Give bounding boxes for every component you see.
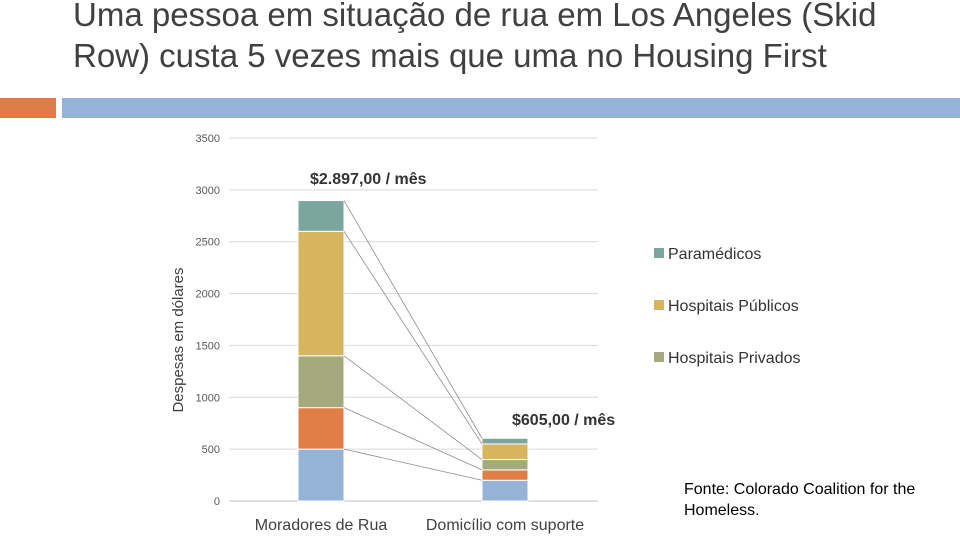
series-connector-line: [343, 407, 483, 471]
legend-swatch-hospitais-privados: [654, 352, 664, 362]
total-annotation-domicilio: $605,00 / mês: [512, 412, 616, 430]
y-tick-label: 1000: [196, 392, 220, 404]
bar-segment: [297, 230, 345, 357]
bar-segment: [481, 443, 529, 461]
bar-segment: [297, 407, 345, 450]
x-category-label: Moradores de Rua: [255, 517, 388, 534]
legend-label-hospitais-publicos: Hospitais Públicos: [668, 298, 799, 315]
total-annotation-moradores: $2.897,00 / mês: [310, 170, 427, 188]
source-citation: Fonte: Colorado Coalition for the Homele…: [684, 481, 916, 519]
bar-segment: [297, 200, 345, 232]
bar-segment: [481, 459, 529, 471]
legend-item-hospitais-privados: Hospitais Privados: [654, 350, 801, 368]
legend-item-hospitais-publicos: Hospitais Públicos: [654, 298, 799, 316]
y-tick-label: 2000: [196, 289, 220, 301]
legend-swatch-paramedicos: [654, 248, 664, 258]
bar-segment: [481, 469, 529, 481]
bar-segment: [297, 448, 345, 502]
y-tick-label: 3000: [196, 185, 220, 197]
legend-label-hospitais-privados: Hospitais Privados: [668, 350, 801, 367]
y-tick-label: 0: [214, 496, 220, 508]
y-tick-label: 1500: [196, 340, 220, 352]
bar-segment: [481, 479, 529, 502]
title-accent-bar-left: [0, 98, 56, 118]
title-accent-bar-right: [62, 98, 960, 118]
series-connector-line: [343, 355, 483, 460]
legend-swatch-hospitais-publicos: [654, 300, 664, 310]
series-connector-line: [343, 200, 483, 439]
y-tick-label: 2500: [196, 237, 220, 249]
legend-item-paramedicos: Paramédicos: [654, 246, 761, 264]
y-tick-label: 3500: [196, 133, 220, 145]
x-category-label: Domicílio com suporte: [426, 517, 584, 534]
bar-segment: [297, 355, 345, 409]
legend-label-paramedicos: Paramédicos: [668, 246, 762, 263]
bar-segment: [481, 437, 529, 445]
series-connector-line: [343, 231, 483, 445]
y-tick-label: 500: [202, 444, 220, 456]
slide-title: Uma pessoa em situação de rua em Los Ang…: [73, 0, 877, 74]
series-connector-line: [343, 448, 483, 481]
y-axis-label: Despesas em dólares: [170, 267, 187, 412]
